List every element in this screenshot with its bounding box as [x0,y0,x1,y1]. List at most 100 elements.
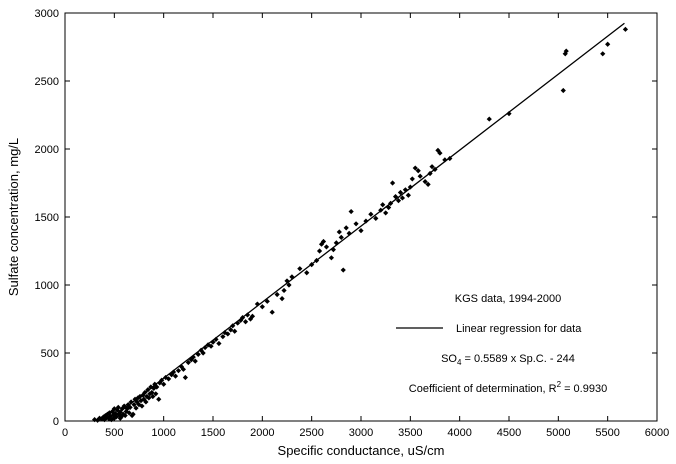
data-point [185,359,191,366]
data-point [113,414,119,420]
data-point [119,406,125,412]
x-tick-label: 3000 [349,427,373,439]
data-point [297,266,303,272]
data-point [153,391,159,397]
data-point [405,192,411,198]
data-point [242,319,249,325]
data-point [244,312,251,318]
data-point [138,398,144,404]
data-point [346,230,352,236]
data-point [563,48,569,54]
data-point [336,229,342,235]
data-point [289,274,295,280]
data-point [149,389,155,396]
data-point [386,204,392,211]
data-point [156,396,162,402]
data-point [412,165,418,171]
x-tick-label: 4000 [447,427,471,439]
y-tick-label: 1500 [35,212,59,224]
data-point [316,248,323,254]
data-point [407,184,413,190]
data-point [422,179,428,185]
data-point [141,396,147,402]
data-point [108,417,114,423]
data-point [175,368,182,374]
data-point [622,26,629,32]
data-point [96,415,103,421]
data-point [279,296,285,302]
data-point [144,393,150,400]
data-point [328,255,334,261]
data-point [178,364,185,370]
y-tick-label: 500 [41,348,59,360]
data-point [600,51,606,57]
y-axis-title: Sulfate concentration, mg/L [6,138,21,296]
data-point [161,381,167,387]
data-point [368,211,374,217]
equation-left: SO [441,353,457,365]
regression-line [107,22,625,422]
data-point [232,328,238,334]
data-point [380,202,386,208]
data-point [409,176,415,182]
data-point [111,415,117,421]
legend: KGS data, 1994-2000 Linear regression fo… [396,293,607,395]
data-point [213,336,219,342]
data-point [118,414,124,420]
data-point [109,408,115,415]
x-tick-label: 5000 [546,427,570,439]
data-point [98,416,105,422]
x-tick-label: 2500 [299,427,323,439]
y-tick-label: 2500 [35,76,59,88]
data-point [157,380,163,386]
data-point [343,225,349,231]
data-point [417,173,423,179]
x-tick-label: 2000 [250,427,274,439]
y-tick-label: 2000 [35,144,59,156]
data-point [373,215,379,221]
data-point [560,87,566,94]
data-point [131,402,137,408]
r2-superscript: 2 [557,380,562,389]
data-point [105,415,112,421]
equation-right: = 0.5589 x Sp.C. - 244 [461,353,574,365]
data-point [166,376,172,382]
r-squared-text: Coefficient of determination, R2 = 0.993… [409,380,607,395]
x-axis-title: Specific conductance, uS/cm [278,443,445,458]
data-points [92,26,629,423]
data-point [192,358,198,364]
data-point [486,116,492,122]
x-tick-label: 6000 [645,427,669,439]
x-tick-label: 1000 [151,427,175,439]
data-point [425,181,431,187]
data-point [104,411,111,417]
data-point [353,221,359,227]
x-axis: 0 500 1000 1500 2000 2500 3000 3500 4000 4500 5000… [62,13,669,439]
data-point [220,334,226,340]
data-point [101,417,108,423]
x-tick-label: 1500 [201,427,225,439]
data-point [126,410,132,416]
data-point [170,369,177,375]
data-point [249,313,256,319]
data-point [259,304,265,310]
data-point [281,287,287,294]
data-point [442,157,448,163]
data-point [205,342,211,348]
x-tick-label: 0 [62,427,68,439]
data-point [323,244,330,250]
data-point [274,291,280,298]
x-tick-label: 4500 [497,427,521,439]
data-point [395,198,402,204]
data-point [605,41,611,47]
equation-subscript: 4 [457,358,462,367]
y-axis: 0 500 1000 1500 2000 2500 3000 [35,8,657,428]
data-point [115,404,121,410]
data-point [120,411,126,417]
data-point [389,180,396,186]
data-point [124,406,130,412]
data-point [340,267,346,273]
data-point [122,412,128,419]
data-point [103,415,110,421]
